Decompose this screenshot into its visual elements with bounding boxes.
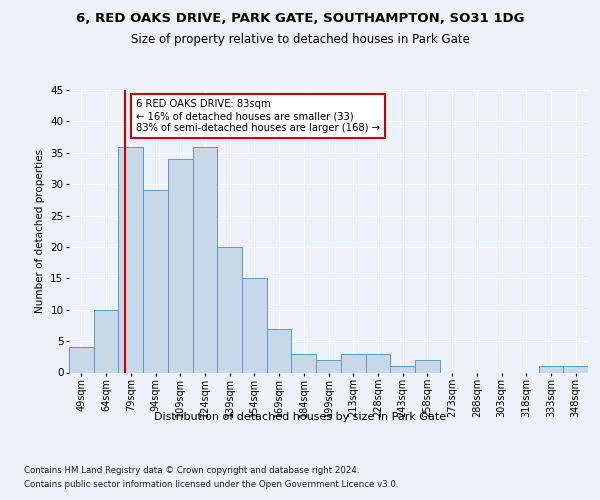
Bar [415, 360, 440, 372]
Bar [267, 328, 292, 372]
Bar [341, 354, 365, 372]
Text: 6 RED OAKS DRIVE: 83sqm
← 16% of detached houses are smaller (33)
83% of semi-de: 6 RED OAKS DRIVE: 83sqm ← 16% of detache… [136, 100, 380, 132]
Bar [292, 354, 316, 372]
Bar [143, 190, 168, 372]
Bar [316, 360, 341, 372]
Bar [217, 247, 242, 372]
Text: 6, RED OAKS DRIVE, PARK GATE, SOUTHAMPTON, SO31 1DG: 6, RED OAKS DRIVE, PARK GATE, SOUTHAMPTO… [76, 12, 524, 26]
Bar [390, 366, 415, 372]
Y-axis label: Number of detached properties: Number of detached properties [35, 149, 44, 314]
Bar [242, 278, 267, 372]
Text: Contains public sector information licensed under the Open Government Licence v3: Contains public sector information licen… [24, 480, 398, 489]
Bar [563, 366, 588, 372]
Bar [118, 146, 143, 372]
Text: Size of property relative to detached houses in Park Gate: Size of property relative to detached ho… [131, 32, 469, 46]
Bar [69, 348, 94, 372]
Text: Contains HM Land Registry data © Crown copyright and database right 2024.: Contains HM Land Registry data © Crown c… [24, 466, 359, 475]
Bar [539, 366, 563, 372]
Bar [168, 159, 193, 372]
Bar [94, 310, 118, 372]
Text: Distribution of detached houses by size in Park Gate: Distribution of detached houses by size … [154, 412, 446, 422]
Bar [365, 354, 390, 372]
Bar [193, 146, 217, 372]
